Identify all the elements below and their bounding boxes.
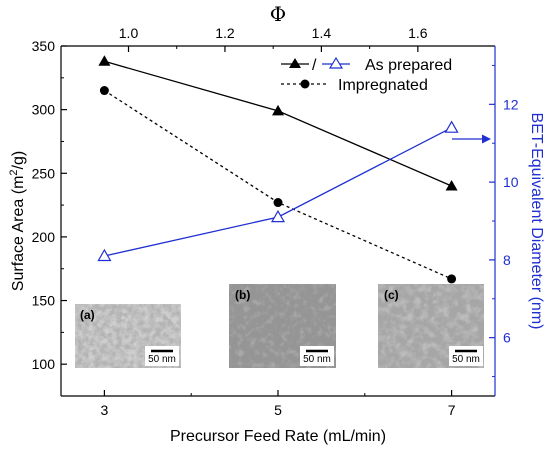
legend-impregnated-marker xyxy=(300,79,310,89)
y-left-tick-label: 200 xyxy=(32,229,56,245)
inset-c: (c) 50 nm xyxy=(378,284,484,368)
y-axis-left-label-end: /g) xyxy=(10,151,27,170)
top-tick-label: 1.0 xyxy=(119,25,139,41)
y-axis-left-label-main: Surface Area (m xyxy=(10,176,27,292)
inset-b-scale-text: 50 nm xyxy=(303,354,331,365)
series-line-1 xyxy=(104,89,452,280)
x-axis-label: Precursor Feed Rate (mL/min) xyxy=(170,428,386,445)
series-point xyxy=(97,248,112,262)
inset-c-label: (c) xyxy=(384,288,399,302)
x-tick-label: 3 xyxy=(101,402,109,418)
tem-insets: (a) 50 nm (b) 50 nm (c) 50 nm xyxy=(75,284,484,368)
top-tick-label: 1.6 xyxy=(408,25,428,41)
y-right-tick-label: 6 xyxy=(503,330,511,346)
legend-separator: / xyxy=(312,57,317,74)
inset-a: (a) 50 nm xyxy=(75,304,181,368)
top-tick-label: 1.4 xyxy=(312,25,332,41)
legend-impregnated-label: Impregnated xyxy=(338,77,428,94)
legend-as-prepared-blue-marker xyxy=(328,56,344,69)
legend-as-prepared-label: As prepared xyxy=(365,57,452,74)
y-left-tick-label: 100 xyxy=(32,356,56,372)
y-left-tick-label: 150 xyxy=(32,293,56,309)
y-left-tick-label: 300 xyxy=(32,102,56,118)
series-point xyxy=(99,86,109,96)
right-axis-arrow xyxy=(452,134,491,144)
series-line-2 xyxy=(104,127,452,257)
series-point xyxy=(273,198,283,208)
y-right-tick-label: 8 xyxy=(503,252,511,268)
series-point xyxy=(98,55,111,66)
axes: 3 5 7 1.0 1.2 1.4 1.6 100 150 200 250 300 350 6 8 10 12 xyxy=(32,25,519,418)
right-axis-arrow-head xyxy=(482,134,491,144)
top-axis-label: Φ xyxy=(270,2,286,26)
y-left-tick-label: 350 xyxy=(32,38,56,54)
legend: / As prepared Impregnated xyxy=(281,56,452,94)
inset-a-label: (a) xyxy=(80,308,95,322)
x-tick-label: 7 xyxy=(448,402,456,418)
y-right-tick-label: 10 xyxy=(503,174,519,190)
inset-a-scale-text: 50 nm xyxy=(148,354,176,365)
inset-c-scale-text: 50 nm xyxy=(452,354,480,365)
y-axis-left-label-superscript: 2 xyxy=(8,169,20,175)
series-point xyxy=(445,180,458,191)
series-point xyxy=(272,104,284,116)
top-tick-label: 1.2 xyxy=(215,25,235,41)
series-point xyxy=(447,274,457,284)
series-point xyxy=(270,209,286,223)
inset-b: (b) 50 nm xyxy=(229,284,336,368)
y-left-tick-label: 250 xyxy=(32,165,56,181)
y-axis-left-label: Surface Area (m2/g) xyxy=(8,151,27,291)
series-point xyxy=(444,120,459,133)
y-right-tick-label: 12 xyxy=(503,96,519,112)
series xyxy=(97,55,459,284)
inset-b-label: (b) xyxy=(235,288,250,302)
x-tick-label: 5 xyxy=(274,402,282,418)
y-axis-right-label: BET-Equivalent Diameter (nm) xyxy=(528,113,545,330)
legend-as-prepared-black-marker xyxy=(289,58,301,68)
